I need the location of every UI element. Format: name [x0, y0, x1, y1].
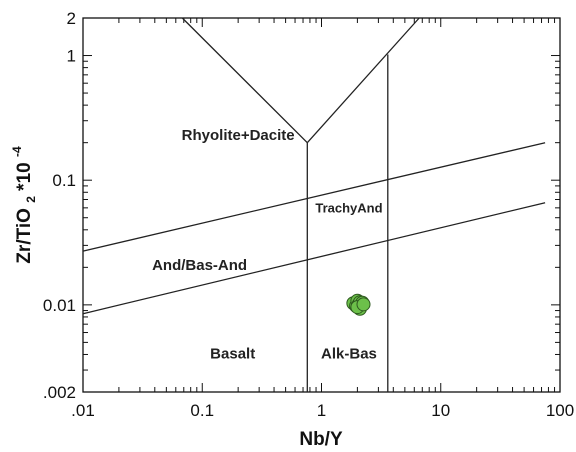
x-tick-label: 1	[317, 401, 326, 420]
svg-text:Zr/TiO 2 *10: Zr/TiO 2 *10 -4	[10, 146, 40, 264]
y-tick-label: 2	[67, 9, 76, 28]
data-point	[356, 297, 371, 312]
lower-sloped-line	[82, 202, 546, 315]
y-axis-title-multiplier: *10	[14, 162, 35, 191]
v-right-arm	[306, 17, 420, 144]
x-tick-label: 100	[546, 401, 574, 420]
field-label: TrachyAnd	[315, 201, 382, 216]
field-labels: Rhyolite+Dacite TrachyAnd And/Bas-And Basal…	[152, 127, 383, 363]
y-tick-label: 0.1	[52, 171, 76, 190]
field-label: Alk-Bas	[321, 346, 377, 363]
y-axis-title-main: Zr/TiO	[14, 208, 35, 264]
y-tick-label: 1	[67, 47, 76, 66]
x-tick-label: 10	[431, 401, 450, 420]
y-tick-label: .002	[43, 383, 76, 402]
data-points	[346, 293, 371, 316]
v-left-arm	[181, 17, 308, 144]
field-label: Basalt	[210, 346, 255, 363]
x-tick-label: .01	[71, 401, 95, 420]
y-tick-label: 0.01	[43, 296, 76, 315]
x-tick-label: 0.1	[190, 401, 214, 420]
field-label: Rhyolite+Dacite	[182, 127, 295, 144]
y-axis-title: Zr/TiO 2 *10 -4	[10, 146, 40, 264]
field-boundaries	[82, 17, 546, 392]
y-axis-title-exponent: -4	[10, 146, 24, 157]
x-axis-title: Nb/Y	[299, 429, 343, 450]
upper-sloped-line	[82, 142, 546, 252]
field-label: And/Bas-And	[152, 257, 247, 274]
y-axis-title-subscript: 2	[24, 196, 38, 203]
ticks: .01 0.1 1 10 100 .002 0.01 0.1 1 2	[43, 9, 574, 420]
